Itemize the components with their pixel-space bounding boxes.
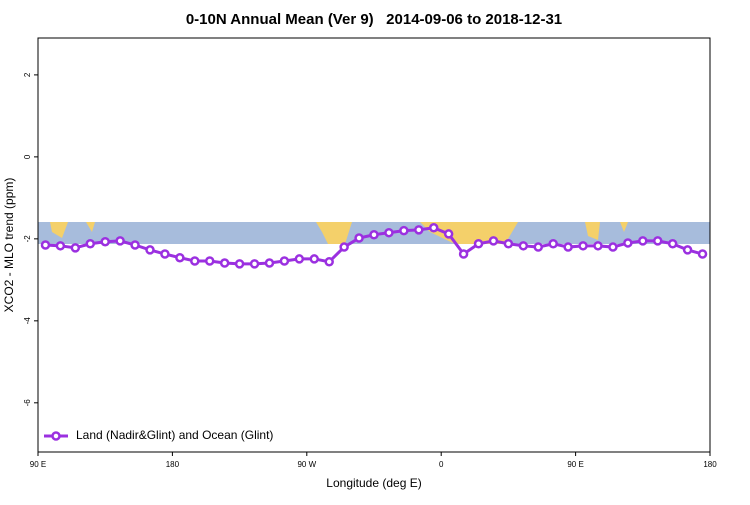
data-point bbox=[264, 258, 275, 268]
x-tick-label: 90 E bbox=[567, 460, 583, 469]
x-tick-label: 180 bbox=[703, 460, 717, 469]
chart-title: 0-10N Annual Mean (Ver 9) 2014-09-06 to … bbox=[186, 11, 562, 28]
data-point bbox=[115, 236, 125, 246]
data-point bbox=[533, 242, 544, 252]
data-point bbox=[369, 230, 379, 240]
data-point bbox=[488, 236, 499, 246]
legend-marker bbox=[51, 431, 61, 441]
y-tick-label: 2 bbox=[23, 72, 32, 77]
data-point bbox=[638, 236, 648, 246]
data-point bbox=[563, 242, 573, 252]
data-point bbox=[339, 242, 349, 252]
data-point bbox=[428, 223, 439, 233]
data-point bbox=[623, 238, 633, 248]
x-tick-label: 90 W bbox=[297, 460, 316, 469]
x-tick-label: 90 E bbox=[30, 460, 46, 469]
data-point bbox=[682, 245, 693, 255]
data-point bbox=[578, 241, 588, 251]
data-point bbox=[324, 257, 334, 267]
data-point bbox=[160, 249, 170, 259]
data-point bbox=[414, 225, 424, 235]
y-tick-label: -2 bbox=[23, 235, 32, 243]
data-point bbox=[234, 259, 245, 269]
data-point bbox=[219, 258, 230, 268]
data-point bbox=[503, 239, 514, 249]
data-point bbox=[100, 236, 110, 247]
data-point bbox=[697, 249, 708, 259]
data-point bbox=[70, 243, 81, 253]
data-point bbox=[145, 245, 155, 255]
data-point bbox=[667, 239, 678, 249]
data-point bbox=[608, 242, 618, 252]
data-point bbox=[249, 259, 260, 269]
plot-frame bbox=[37, 37, 711, 453]
data-point bbox=[399, 225, 409, 236]
data-point bbox=[85, 239, 96, 249]
data-point bbox=[40, 240, 51, 250]
data-point bbox=[279, 256, 290, 266]
data-point bbox=[443, 229, 454, 239]
data-point bbox=[204, 256, 215, 266]
data-point bbox=[190, 256, 200, 266]
data-point bbox=[175, 252, 185, 263]
data-point bbox=[354, 233, 364, 243]
y-tick-label: -6 bbox=[23, 399, 32, 407]
data-point bbox=[652, 236, 663, 246]
x-tick-label: 0 bbox=[439, 460, 444, 469]
y-tick-label: -4 bbox=[23, 317, 32, 325]
data-point bbox=[458, 249, 469, 259]
data-point bbox=[309, 254, 320, 264]
data-point bbox=[130, 240, 140, 250]
data-point bbox=[384, 227, 394, 238]
x-axis-label: Longitude (deg E) bbox=[326, 476, 421, 490]
data-point bbox=[518, 241, 529, 251]
x-tick-label: 180 bbox=[166, 460, 180, 469]
data-point bbox=[473, 239, 484, 249]
y-axis-label: XCO2 - MLO trend (ppm) bbox=[2, 178, 16, 313]
legend-label: Land (Nadir&Glint) and Ocean (Glint) bbox=[76, 428, 273, 442]
data-point bbox=[294, 254, 305, 264]
data-point bbox=[548, 239, 558, 249]
data-point bbox=[593, 241, 603, 251]
y-tick-label: 0 bbox=[23, 154, 32, 159]
data-point bbox=[55, 241, 66, 251]
